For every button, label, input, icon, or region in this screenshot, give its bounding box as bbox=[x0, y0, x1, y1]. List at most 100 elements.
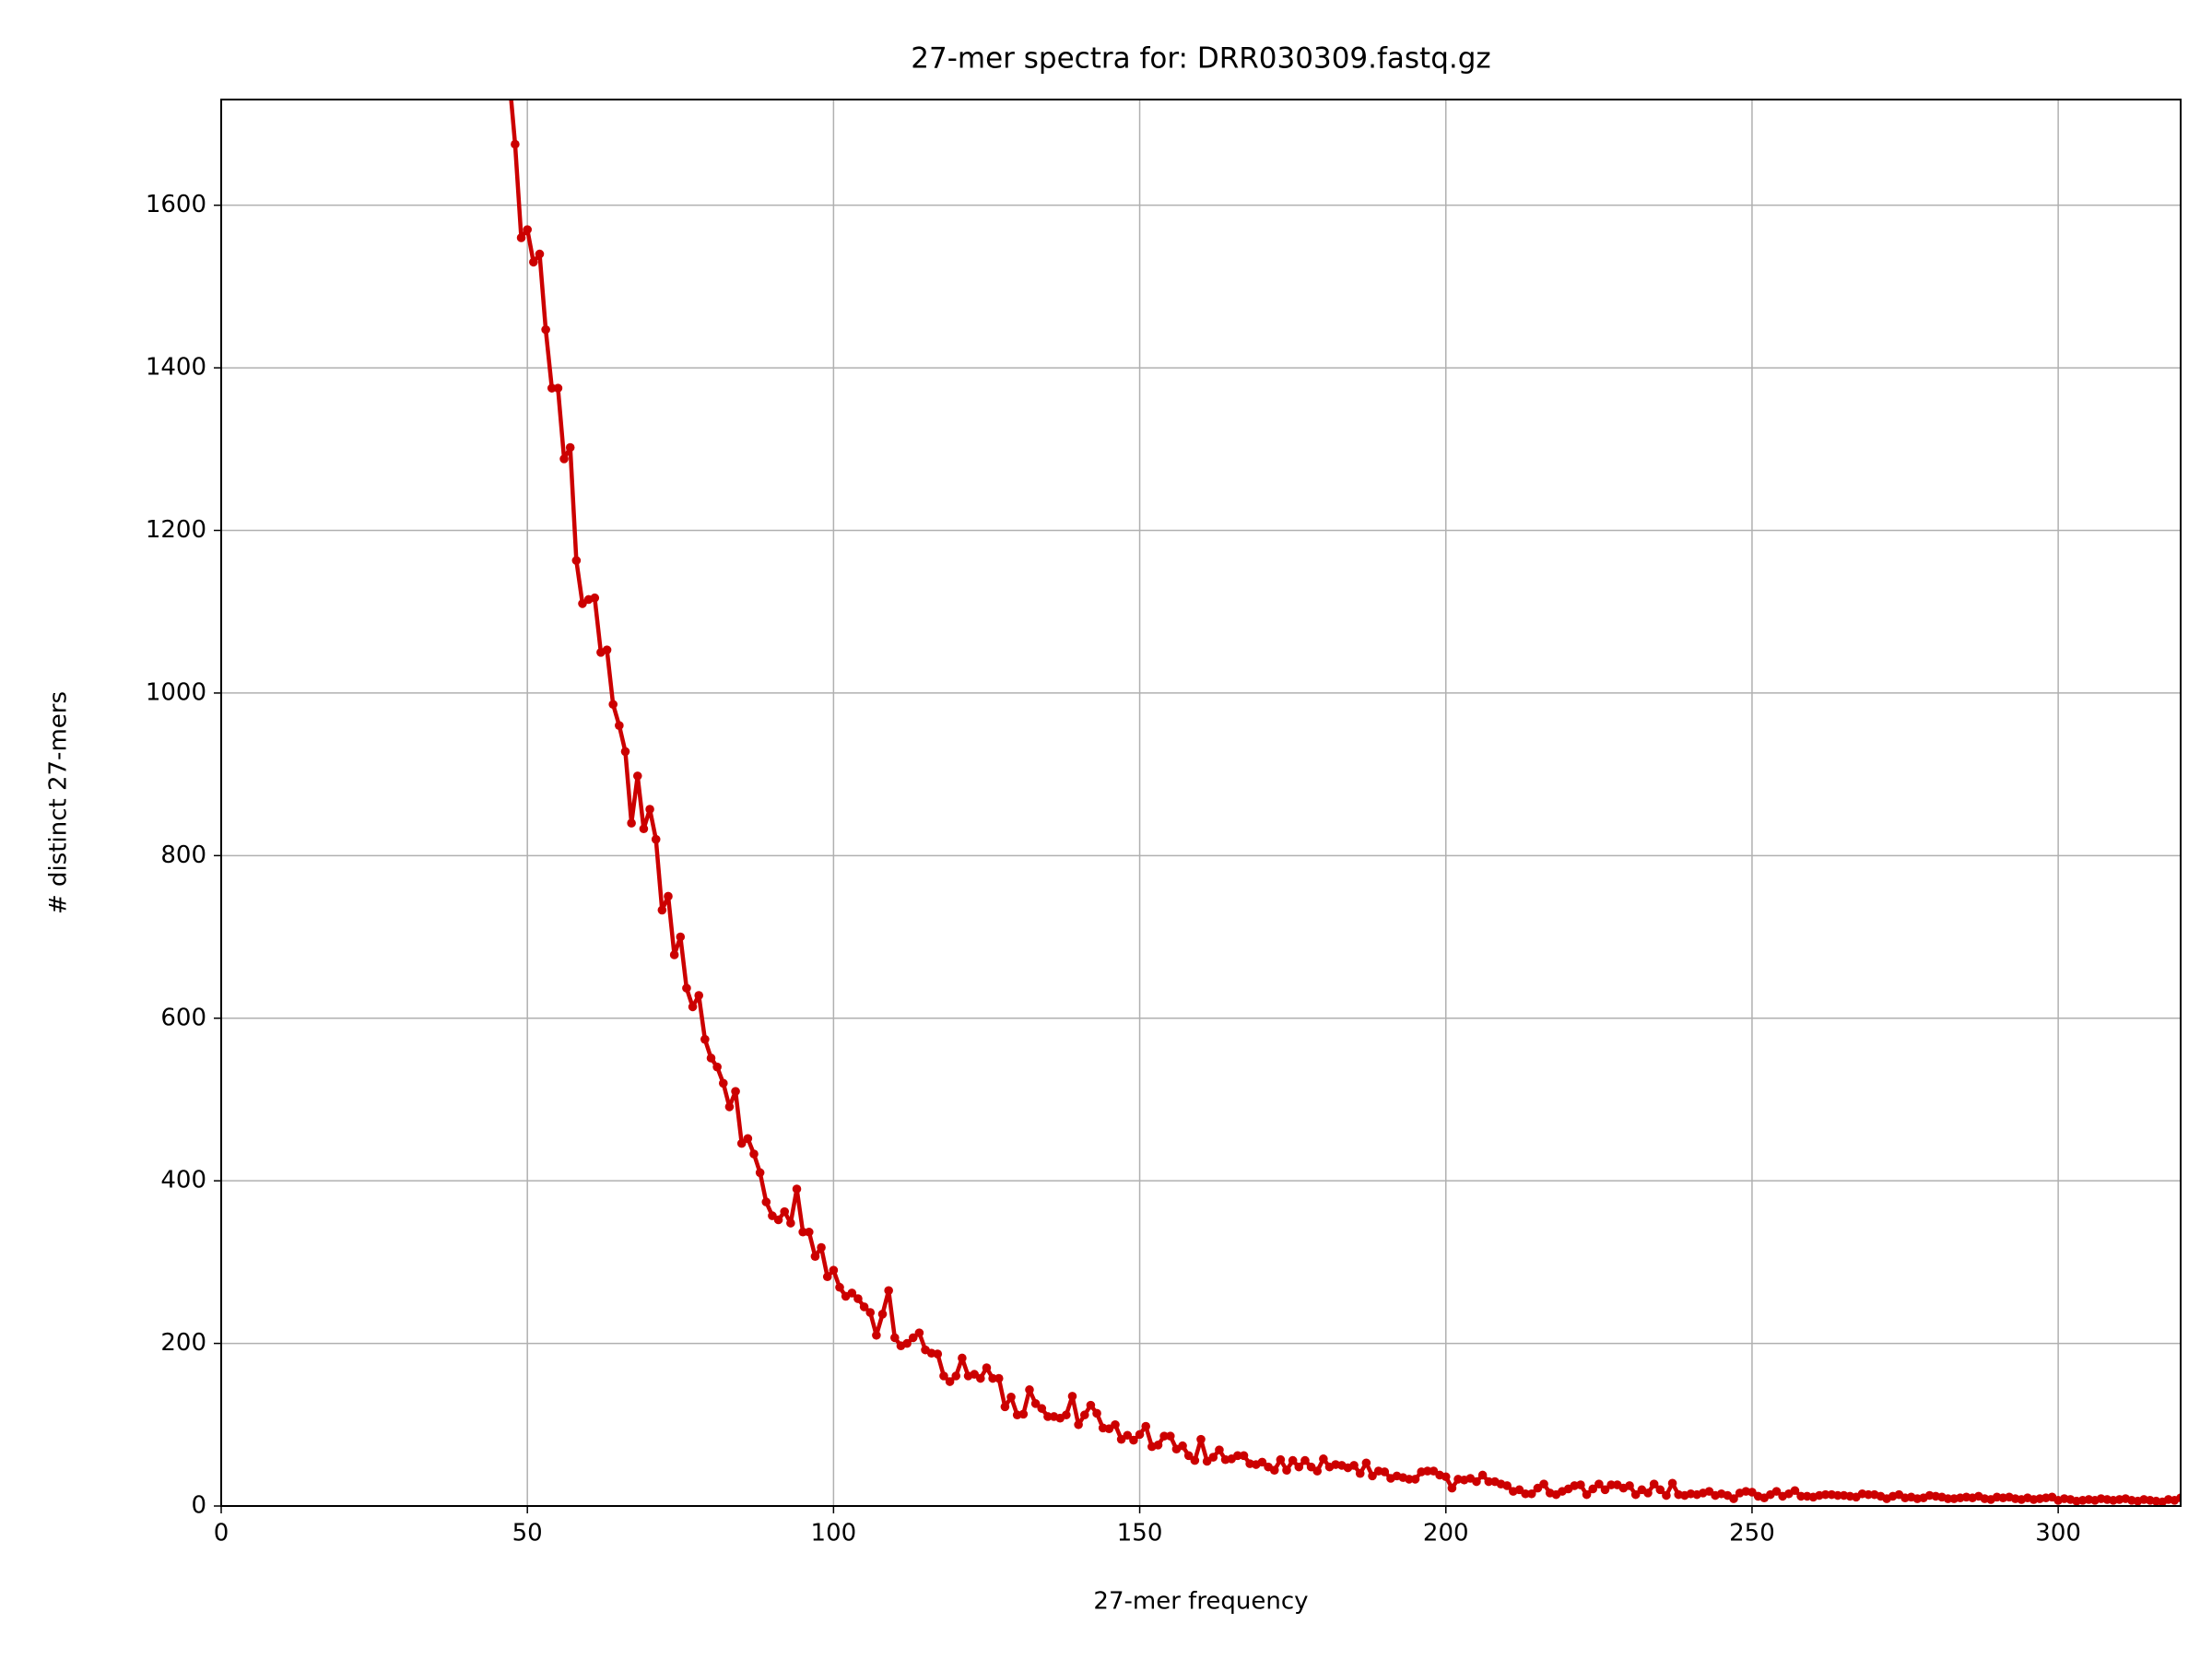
data-point bbox=[988, 1373, 997, 1383]
data-point bbox=[877, 1310, 888, 1319]
y-tick-label: 400 bbox=[160, 1167, 206, 1194]
data-point bbox=[1349, 1461, 1359, 1470]
chart-title: 27-mer spectra for: DRR030309.fastq.gz bbox=[911, 42, 1490, 76]
data-point bbox=[511, 139, 520, 149]
data-point bbox=[645, 805, 654, 814]
data-point bbox=[669, 950, 679, 959]
data-point bbox=[1092, 1408, 1101, 1418]
data-point bbox=[1111, 1419, 1120, 1430]
data-point bbox=[559, 454, 569, 464]
y-axis-label: # distinct 27-mers bbox=[45, 691, 73, 914]
data-point bbox=[829, 1265, 839, 1275]
data-point bbox=[602, 645, 612, 654]
data-point bbox=[1079, 1410, 1089, 1420]
data-point bbox=[565, 442, 575, 453]
data-point bbox=[1269, 1465, 1279, 1475]
data-point bbox=[1526, 1488, 1536, 1499]
data-point bbox=[1600, 1485, 1610, 1495]
data-point bbox=[1190, 1455, 1200, 1465]
data-point bbox=[872, 1330, 881, 1340]
data-point bbox=[615, 721, 624, 731]
data-point bbox=[1141, 1421, 1151, 1431]
data-point bbox=[627, 818, 636, 828]
data-point bbox=[1319, 1454, 1328, 1464]
x-tick-label: 50 bbox=[512, 1520, 543, 1547]
data-point bbox=[976, 1373, 985, 1383]
data-point bbox=[706, 1053, 716, 1063]
plot-area bbox=[509, 100, 2181, 1506]
y-tick-label: 0 bbox=[191, 1492, 206, 1520]
data-point bbox=[620, 747, 630, 757]
data-point bbox=[933, 1349, 943, 1359]
data-point bbox=[1062, 1410, 1071, 1420]
data-point bbox=[529, 257, 538, 267]
y-tick-label: 1000 bbox=[146, 678, 206, 706]
data-point bbox=[1257, 1457, 1267, 1467]
data-point bbox=[1135, 1430, 1145, 1440]
data-point bbox=[1086, 1400, 1096, 1410]
data-point bbox=[664, 891, 673, 901]
data-point bbox=[958, 1353, 967, 1363]
data-point bbox=[859, 1302, 869, 1312]
data-point bbox=[1380, 1467, 1390, 1477]
data-point bbox=[676, 932, 686, 942]
data-point bbox=[1368, 1471, 1377, 1481]
data-point bbox=[1943, 1494, 1953, 1503]
data-point bbox=[1208, 1453, 1218, 1462]
data-point bbox=[523, 225, 532, 234]
data-point bbox=[792, 1184, 802, 1194]
data-point bbox=[1833, 1490, 1842, 1500]
data-point bbox=[755, 1168, 765, 1178]
data-point bbox=[884, 1286, 893, 1296]
data-point bbox=[1183, 1451, 1194, 1461]
data-point bbox=[1294, 1462, 1304, 1472]
data-point bbox=[1123, 1430, 1133, 1441]
data-point bbox=[724, 1102, 735, 1112]
data-point bbox=[1178, 1441, 1187, 1451]
data-point bbox=[890, 1333, 900, 1343]
data-point bbox=[1239, 1451, 1249, 1461]
data-point bbox=[853, 1294, 863, 1303]
data-point bbox=[1594, 1479, 1604, 1488]
data-point bbox=[1025, 1385, 1034, 1394]
data-point bbox=[1790, 1486, 1800, 1496]
data-point bbox=[608, 700, 618, 710]
data-point bbox=[1165, 1431, 1175, 1441]
data-point bbox=[798, 1227, 807, 1237]
data-point bbox=[688, 1002, 698, 1012]
data-point bbox=[1649, 1479, 1659, 1488]
data-point bbox=[1288, 1455, 1298, 1465]
data-point bbox=[1729, 1494, 1738, 1503]
data-point bbox=[731, 1087, 740, 1096]
x-tick-label: 150 bbox=[1117, 1520, 1163, 1547]
data-point bbox=[994, 1373, 1004, 1383]
data-point bbox=[1067, 1392, 1077, 1401]
data-point bbox=[1282, 1465, 1291, 1475]
data-point bbox=[1312, 1466, 1323, 1476]
x-tick-label: 200 bbox=[1423, 1520, 1469, 1547]
data-point bbox=[908, 1333, 918, 1343]
data-point bbox=[1215, 1445, 1224, 1454]
data-point bbox=[541, 324, 550, 335]
data-point bbox=[1521, 1488, 1530, 1499]
data-point bbox=[700, 1034, 710, 1044]
data-point bbox=[951, 1371, 961, 1381]
data-point bbox=[761, 1197, 771, 1206]
y-tick-label: 200 bbox=[160, 1329, 206, 1357]
data-point bbox=[1030, 1399, 1041, 1408]
data-point bbox=[1655, 1485, 1665, 1495]
data-point bbox=[1484, 1477, 1494, 1487]
data-point bbox=[1423, 1466, 1432, 1476]
y-tick-label: 1600 bbox=[146, 191, 206, 218]
data-point bbox=[2176, 1493, 2181, 1502]
data-point bbox=[1043, 1412, 1053, 1421]
data-point bbox=[516, 233, 526, 242]
data-point bbox=[1006, 1393, 1016, 1402]
data-point bbox=[780, 1206, 790, 1217]
data-point bbox=[1820, 1489, 1830, 1500]
data-point bbox=[1159, 1431, 1169, 1441]
data-point bbox=[773, 1215, 783, 1225]
data-point bbox=[902, 1338, 912, 1348]
data-point bbox=[945, 1377, 955, 1386]
